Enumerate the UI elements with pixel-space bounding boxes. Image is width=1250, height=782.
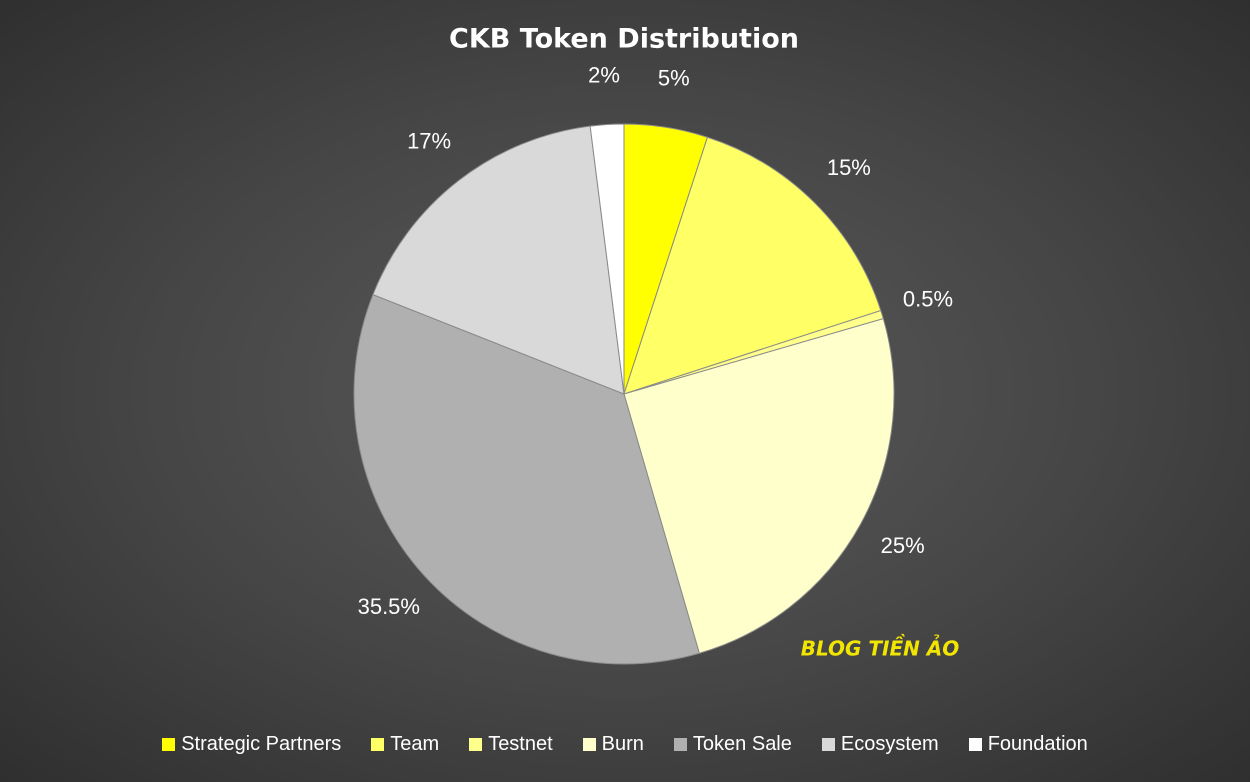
legend-item: Ecosystem: [821, 733, 939, 756]
pie-slice: [589, 123, 625, 395]
legend-item: Burn: [582, 733, 644, 756]
legend-item: Team: [371, 733, 439, 756]
data-label: 17%: [407, 129, 451, 154]
data-label: 5%: [658, 66, 690, 91]
data-label: 35.5%: [358, 594, 420, 619]
pie-slice: [353, 293, 700, 665]
data-label: 2%: [588, 62, 620, 87]
legend-swatch: [469, 738, 483, 751]
legend-item: Token Sale: [673, 733, 792, 756]
pie-slice: [623, 318, 895, 654]
pie-slice: [623, 136, 882, 395]
legend-label: Foundation: [987, 733, 1088, 755]
legend-label: Burn: [601, 733, 644, 755]
legend-item: Strategic Partners: [162, 733, 341, 756]
legend-item: Foundation: [968, 733, 1088, 756]
data-label: 25%: [881, 533, 925, 558]
legend-swatch: [968, 738, 982, 751]
legend-swatch: [821, 738, 835, 751]
pie-slice: [372, 125, 625, 395]
legend-swatch: [673, 738, 687, 751]
legend-swatch: [582, 738, 596, 751]
legend-label: Ecosystem: [840, 733, 939, 755]
legend-label: Team: [390, 733, 440, 755]
watermark: BLOG TIỀN ẢO: [801, 635, 960, 661]
legend-label: Token Sale: [692, 733, 792, 755]
legend-label: Strategic Partners: [181, 733, 342, 755]
legend-swatch: [162, 738, 176, 751]
data-label: 15%: [827, 155, 871, 180]
chart-title: CKB Token Distribution: [449, 24, 799, 55]
legend-item: Testnet: [469, 733, 553, 756]
data-label: 0.5%: [903, 286, 953, 311]
legend-label: Testnet: [488, 733, 553, 755]
legend: Strategic Partners Team Testnet Burn Token S…: [0, 733, 1250, 756]
legend-swatch: [371, 738, 385, 751]
